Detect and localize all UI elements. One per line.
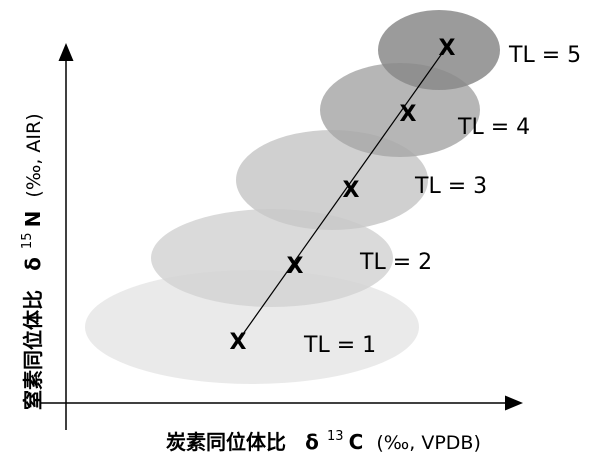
y-axis-label-jp: 窒素同位体比 <box>21 290 45 410</box>
y-axis-unit: (‰, AIR) <box>23 113 45 197</box>
trophic-level-labels: TL = 1 TL = 2 TL = 3 TL = 4 TL = 5 <box>303 43 581 358</box>
trophic-level-ellipses <box>85 10 500 384</box>
label-tl-3: TL = 3 <box>414 174 487 199</box>
label-tl-4: TL = 4 <box>457 115 530 140</box>
label-tl-1: TL = 1 <box>303 333 376 358</box>
trophic-trend-line <box>237 44 449 342</box>
marker-tl-3: X <box>343 178 360 203</box>
x-axis-element: C <box>349 430 364 454</box>
marker-tl-5: X <box>439 36 456 61</box>
x-axis-unit: (‰, VPDB) <box>376 432 481 454</box>
marker-tl-2: X <box>287 254 304 279</box>
ellipse-tl-2 <box>151 209 393 307</box>
ellipse-tl-5 <box>378 10 500 90</box>
label-tl-5: TL = 5 <box>508 43 581 68</box>
y-axis-superscript: 15 <box>20 233 35 250</box>
x-axis-superscript: 13 <box>327 429 344 444</box>
y-axis-delta: δ <box>21 257 45 271</box>
x-axis-delta: δ <box>305 430 319 454</box>
y-axis-element: N <box>21 211 45 228</box>
marker-tl-1: X <box>230 330 247 355</box>
marker-tl-4: X <box>400 102 417 127</box>
trophic-level-markers: X X X X X <box>230 36 456 355</box>
y-axis-label: 窒素同位体比 δ 15 N (‰, AIR) <box>16 113 45 410</box>
label-tl-2: TL = 2 <box>359 250 432 275</box>
x-axis-label-jp: 炭素同位体比 <box>166 430 286 454</box>
x-axis-label: 炭素同位体比 δ 13 C (‰, VPDB) <box>166 425 481 454</box>
